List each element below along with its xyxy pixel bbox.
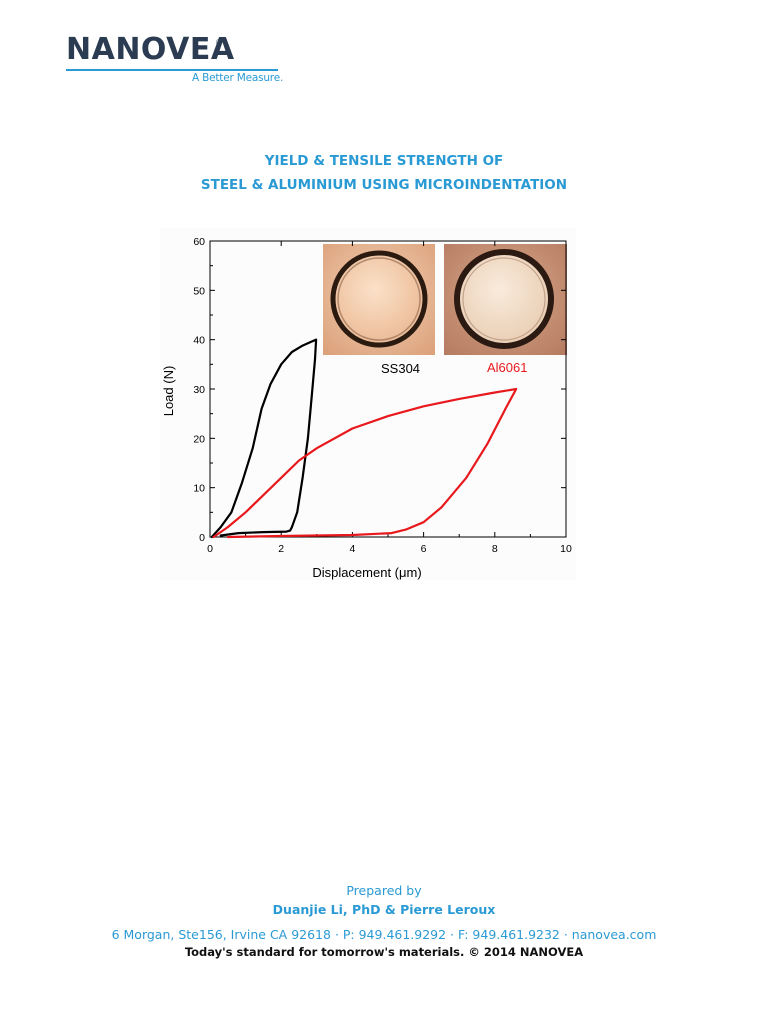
ss304-micrograph-image xyxy=(323,244,435,355)
y-tick-label: 50 xyxy=(193,285,205,297)
x-tick-label: 4 xyxy=(349,543,355,555)
al6061-annotation: Al6061 xyxy=(487,360,527,375)
ss304-annotation: SS304 xyxy=(381,361,420,376)
logo-wordmark: NANOVEA xyxy=(66,32,235,67)
logo-tagline: A Better Measure. xyxy=(192,72,284,84)
document-title-line-2: STEEL & ALUMINIUM USING MICROINDENTATION xyxy=(200,177,568,193)
registered-mark: ® xyxy=(216,38,222,47)
y-tick-label: 40 xyxy=(193,335,205,347)
x-tick-label: 10 xyxy=(560,543,572,555)
y-tick-label: 60 xyxy=(193,236,205,248)
y-tick-label: 30 xyxy=(193,384,205,396)
x-tick-label: 0 xyxy=(207,543,213,555)
x-tick-label: 8 xyxy=(492,543,498,555)
y-tick-label: 0 xyxy=(199,532,205,544)
series-line-al6061 xyxy=(212,387,518,539)
x-tick-label: 6 xyxy=(421,543,427,555)
nanovea-logo: NANOVEA ® A Better Measure. xyxy=(66,32,286,84)
x-axis-label: Displacement (μm) xyxy=(312,565,421,580)
document-title-line-1: YIELD & TENSILE STRENGTH OF xyxy=(264,153,504,169)
y-tick-label: 20 xyxy=(193,433,205,445)
series-line-ss304 xyxy=(210,338,318,539)
logo-underline xyxy=(66,69,278,71)
al6061-micrograph-image xyxy=(444,244,567,355)
load-displacement-figure: 0 2 4 6 8 10 0 10 20 30 40 50 60 SS304 Al6061 Displa… xyxy=(160,228,576,580)
load-displacement-chart: 0 2 4 6 8 10 0 10 20 30 40 50 60 SS304 Al6061 Displa… xyxy=(161,236,572,580)
y-axis-label: Load (N) xyxy=(161,366,176,417)
copyright-slogan: Today's standard for tomorrow's material… xyxy=(184,945,584,959)
prepared-by-label: Prepared by xyxy=(346,883,422,898)
y-tick-label: 10 xyxy=(193,483,205,495)
x-tick-label: 2 xyxy=(278,543,284,555)
chart-series xyxy=(210,338,518,539)
contact-address-line: 6 Morgan, Ste156, Irvine CA 92618 · P: 9… xyxy=(111,927,657,942)
authors-line: Duanjie Li, PhD & Pierre Leroux xyxy=(272,902,496,917)
